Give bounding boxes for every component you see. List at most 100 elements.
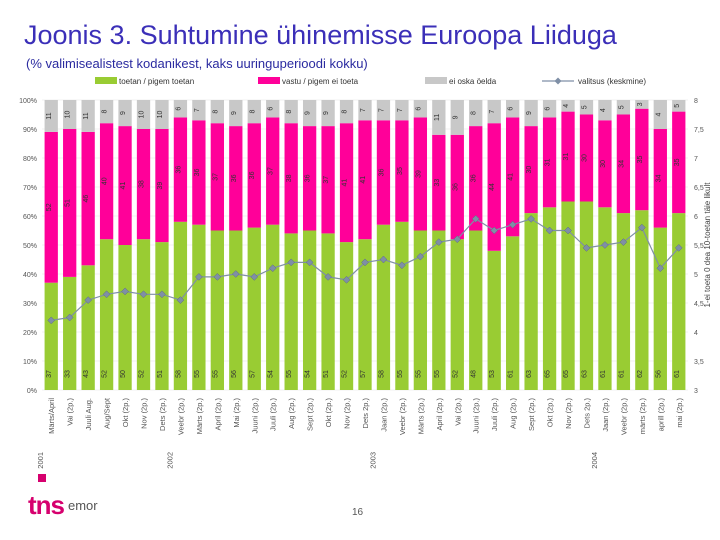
- bar-green: [247, 227, 261, 390]
- bar-label-gray: 9: [452, 115, 459, 119]
- bar-label-gray: 7: [194, 108, 201, 112]
- bar-label-green: 63: [526, 370, 533, 378]
- bar-pink: [118, 126, 132, 245]
- bar-label-green: 57: [360, 370, 367, 378]
- category-tick-label: Okt (2p.): [324, 398, 333, 428]
- bar-label-gray: 11: [83, 112, 90, 119]
- line-point: [582, 244, 591, 252]
- bar-pink: [63, 129, 77, 277]
- line-point: [102, 290, 111, 299]
- bar-gray: [321, 100, 335, 127]
- bar-pink: [487, 123, 501, 251]
- bar-pink: [44, 131, 58, 283]
- bar-label-gray: 6: [415, 107, 422, 111]
- bar-label-gray: 9: [323, 111, 330, 115]
- y-left-tick-label: 70%: [23, 185, 37, 192]
- line-point: [250, 273, 259, 281]
- bar-pink: [579, 114, 594, 202]
- bar-gray: [358, 100, 372, 121]
- bar-pink: [469, 126, 483, 231]
- bar-green: [63, 276, 77, 390]
- line-point: [453, 235, 462, 244]
- category-tick-label: Jaan (2p.): [601, 398, 610, 432]
- y-right-tick-label: 4,5: [694, 301, 704, 308]
- bar-pink: [210, 123, 224, 231]
- bar-pink: [81, 131, 95, 266]
- bar-label-green: 57: [249, 370, 256, 378]
- bar-pink: [561, 111, 575, 202]
- bar-label-green: 61: [600, 370, 607, 378]
- year-label: 2002: [165, 452, 174, 469]
- bar-green: [229, 230, 243, 390]
- category-tick-label: Märts (2p.): [416, 398, 425, 435]
- bar-label-gray: 7: [489, 110, 496, 114]
- category-tick-label: Sept (2p.): [306, 398, 315, 431]
- bar-gray: [99, 100, 114, 124]
- bar-label-pink: 34: [618, 160, 625, 168]
- category-tick-label: Sept (2p.): [527, 398, 536, 431]
- bar-gray: [672, 100, 686, 112]
- bar-label-pink: 36: [471, 174, 478, 182]
- bar-green: [339, 242, 354, 390]
- y-left-tick-label: 30%: [23, 301, 37, 308]
- bar-pink: [653, 129, 667, 228]
- bar-label-green: 37: [46, 370, 53, 378]
- line-point: [601, 241, 609, 249]
- line-point: [416, 252, 425, 261]
- bar-label-gray: 8: [286, 110, 293, 114]
- y-left-tick-label: 50%: [23, 243, 37, 250]
- bar-green: [118, 245, 132, 390]
- category-tick-label: Nov (2p.): [343, 397, 352, 428]
- y-right-tick-label: 5: [694, 272, 698, 279]
- bar-pink: [635, 108, 649, 211]
- bar-label-green: 55: [397, 370, 404, 378]
- category-tick-label: Juuli (2p.): [490, 398, 499, 431]
- category-tick-label: Veebr (2p.): [398, 398, 407, 436]
- bar-label-pink: 41: [360, 176, 367, 184]
- category-tick-label: Aug/Sept: [103, 397, 112, 429]
- bar-label-pink: 30: [526, 166, 533, 174]
- bar-pink: [376, 120, 391, 225]
- bar-label-gray: 5: [674, 104, 681, 108]
- bar-label-pink: 36: [249, 171, 256, 179]
- bar-gray: [598, 100, 612, 121]
- chart-title: Joonis 3. Suhtumine ühinemisse Euroopa L…: [24, 20, 617, 50]
- y-right-tick-label: 5,5: [694, 243, 704, 250]
- bar-green: [376, 224, 391, 390]
- bar-label-green: 61: [674, 370, 681, 378]
- bar-label-pink: 38: [286, 174, 293, 182]
- line-point: [84, 296, 92, 304]
- bar-label-green: 48: [471, 370, 478, 378]
- bar-pink: [136, 129, 151, 240]
- legend-label-1: vastu / pigem ei toeta: [282, 77, 359, 86]
- bar-gray: [155, 100, 169, 129]
- bar-label-pink: 33: [434, 179, 441, 187]
- line-point: [638, 223, 646, 232]
- bar-gray: [616, 100, 631, 115]
- category-tick-label: Vai (2p.): [453, 398, 462, 426]
- line-point: [434, 238, 443, 246]
- bar-green: [450, 239, 464, 390]
- bar-label-green: 52: [342, 370, 349, 378]
- category-tick-label: April (2p.): [213, 398, 222, 431]
- legend-swatch-0: [95, 77, 117, 84]
- line-point: [268, 264, 277, 273]
- line-point: [656, 264, 665, 273]
- bar-green: [81, 265, 95, 390]
- category-tick-label: Märts/April: [47, 398, 56, 434]
- bar-green: [192, 224, 206, 390]
- bar-label-pink: 36: [452, 183, 459, 191]
- y-right-tick-label: 3,5: [694, 359, 704, 366]
- category-tick-label: Märts (2p.): [195, 398, 204, 435]
- bar-label-green: 51: [323, 370, 330, 378]
- bar-pink: [155, 129, 169, 243]
- y-right-tick-label: 7: [694, 156, 698, 163]
- bar-green: [616, 213, 631, 390]
- y-right-tick-label: 8: [694, 98, 698, 105]
- bar-label-gray: 9: [231, 111, 238, 115]
- y-left-tick-label: 90%: [23, 127, 37, 134]
- logo-dot-icon: [38, 474, 46, 482]
- bar-pink: [432, 134, 446, 231]
- bar-gray: [469, 100, 483, 127]
- bar-label-gray: 6: [545, 107, 552, 111]
